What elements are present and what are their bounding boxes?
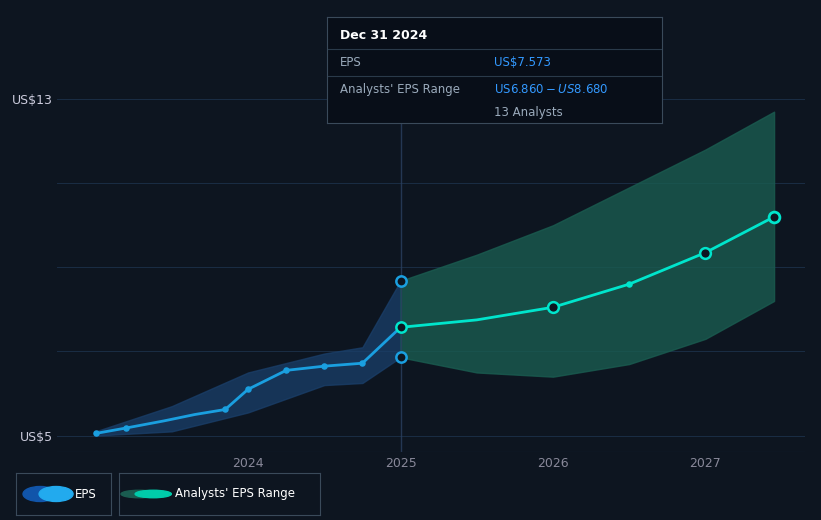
Point [622, 280, 635, 288]
Point [241, 385, 255, 394]
Point [394, 277, 407, 285]
Point [280, 366, 293, 374]
Circle shape [135, 490, 172, 498]
Text: Actual: Actual [346, 97, 383, 110]
Point [394, 353, 407, 361]
Point [547, 303, 560, 311]
Point [120, 424, 133, 432]
Text: Analysts Forecasts: Analysts Forecasts [413, 97, 523, 110]
Text: US$6.860 - US$8.680: US$6.860 - US$8.680 [494, 83, 609, 96]
Point [89, 430, 102, 438]
Text: EPS: EPS [340, 56, 362, 69]
Circle shape [23, 487, 57, 501]
Text: 13 Analysts: 13 Analysts [494, 106, 563, 119]
Point [699, 249, 712, 257]
Circle shape [121, 490, 158, 498]
Text: EPS: EPS [75, 488, 97, 500]
Point [218, 405, 232, 413]
Text: Analysts' EPS Range: Analysts' EPS Range [340, 83, 460, 96]
Point [699, 249, 712, 257]
Point [355, 359, 369, 367]
Point [768, 213, 781, 221]
Point [547, 303, 560, 311]
Text: US$7.573: US$7.573 [494, 56, 551, 69]
Point [318, 362, 331, 370]
Text: Dec 31 2024: Dec 31 2024 [340, 30, 428, 43]
Point [394, 323, 407, 331]
Text: Analysts' EPS Range: Analysts' EPS Range [176, 488, 296, 500]
Circle shape [39, 487, 73, 501]
